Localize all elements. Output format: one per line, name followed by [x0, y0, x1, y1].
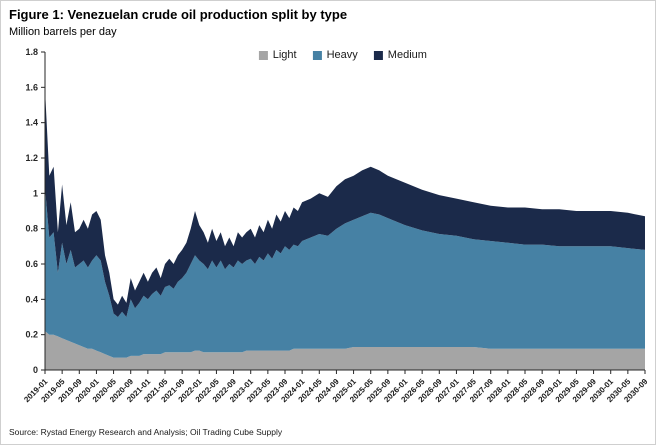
legend-swatch-heavy-icon: [312, 50, 322, 60]
svg-text:1.2: 1.2: [25, 153, 38, 163]
legend-swatch-medium-icon: [373, 50, 383, 60]
legend-item-medium: Medium: [373, 49, 427, 62]
legend-item-heavy: Heavy: [312, 49, 358, 62]
svg-text:1: 1: [33, 189, 38, 199]
chart-legend: Light Heavy Medium: [252, 48, 433, 63]
svg-text:1.4: 1.4: [25, 118, 38, 128]
svg-text:0: 0: [33, 365, 38, 375]
figure-title: Figure 1: Venezuelan crude oil productio…: [9, 7, 348, 22]
legend-label-medium: Medium: [387, 49, 427, 62]
svg-text:0.4: 0.4: [25, 295, 38, 305]
legend-item-light: Light: [258, 49, 297, 62]
svg-text:0.2: 0.2: [25, 330, 38, 340]
svg-text:1.6: 1.6: [25, 83, 38, 93]
svg-text:0.6: 0.6: [25, 259, 38, 269]
legend-label-light: Light: [272, 49, 297, 62]
svg-text:1.8: 1.8: [25, 47, 38, 57]
chart-svg: 00.20.40.60.811.21.41.61.82019-012019-05…: [22, 47, 650, 404]
legend-swatch-light-icon: [258, 50, 268, 60]
figure-subtitle: Million barrels per day: [9, 26, 117, 39]
source-note: Source: Rystad Energy Research and Analy…: [9, 427, 283, 438]
chart-area: 0 0.2 0.4 0.6 0.8 1 1.2 1.4 1.6 1.8 2019-01 2019-05…: [9, 40, 651, 425]
svg-text:0.8: 0.8: [25, 224, 38, 234]
legend-label-heavy: Heavy: [326, 49, 358, 62]
